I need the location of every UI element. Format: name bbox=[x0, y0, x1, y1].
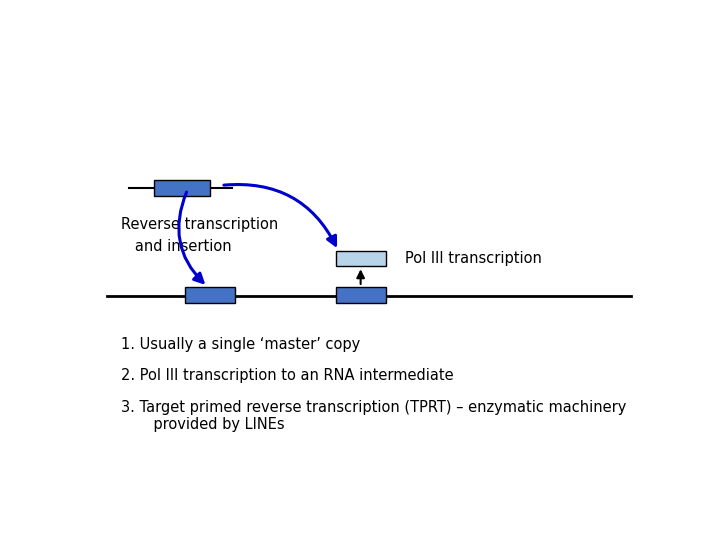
Bar bbox=[154, 180, 210, 196]
Text: Pol III transcription: Pol III transcription bbox=[405, 251, 542, 266]
FancyArrowPatch shape bbox=[179, 192, 203, 282]
Bar bbox=[336, 251, 386, 266]
Bar bbox=[336, 287, 386, 302]
Text: 2. Pol III transcription to an RNA intermediate: 2. Pol III transcription to an RNA inter… bbox=[121, 368, 454, 383]
Text: and insertion: and insertion bbox=[121, 239, 231, 254]
Text: 1. Usually a single ‘master’ copy: 1. Usually a single ‘master’ copy bbox=[121, 337, 360, 352]
Bar bbox=[185, 287, 235, 302]
FancyArrowPatch shape bbox=[224, 185, 336, 245]
Text: 3. Target primed reverse transcription (TPRT) – enzymatic machinery
       provi: 3. Target primed reverse transcription (… bbox=[121, 400, 626, 432]
Text: Reverse transcription: Reverse transcription bbox=[121, 217, 278, 232]
